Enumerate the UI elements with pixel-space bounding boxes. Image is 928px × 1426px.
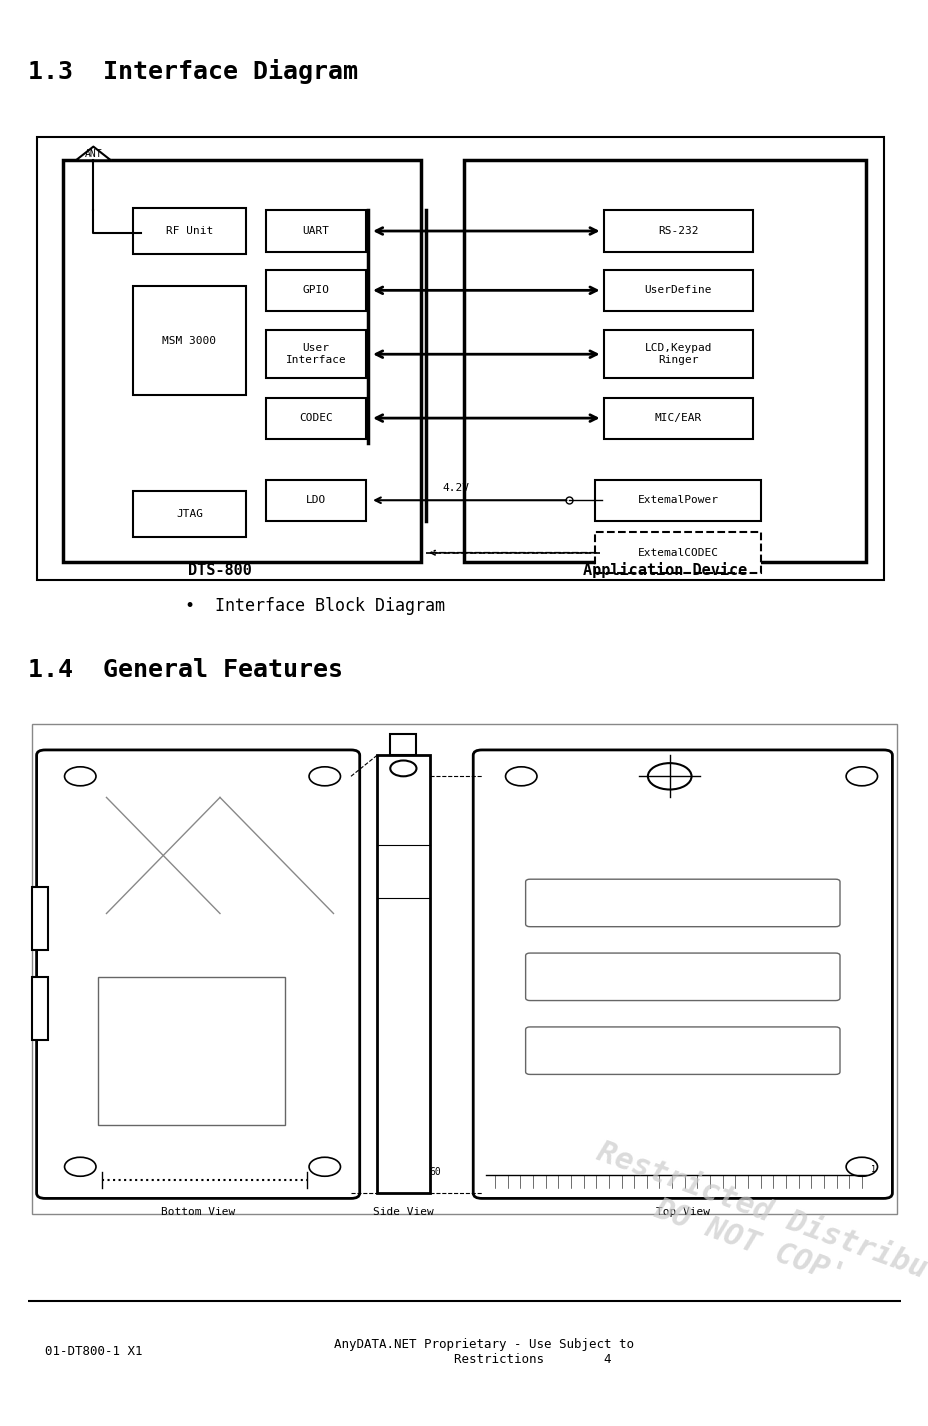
Text: DTS-800: DTS-800	[187, 563, 251, 578]
FancyBboxPatch shape	[32, 977, 48, 1040]
Text: ExtemalCODEC: ExtemalCODEC	[638, 548, 718, 558]
Text: 1.3  Interface Diagram: 1.3 Interface Diagram	[28, 58, 357, 84]
FancyBboxPatch shape	[603, 331, 752, 378]
Text: RS-232: RS-232	[658, 225, 698, 237]
Text: LDO: LDO	[305, 495, 326, 505]
FancyBboxPatch shape	[603, 270, 752, 311]
Text: AnyDATA.NET Proprietary - Use Subject to
                Restrictions        4: AnyDATA.NET Proprietary - Use Subject to…	[333, 1338, 633, 1366]
Text: Bottom View: Bottom View	[161, 1206, 235, 1216]
Text: 01-DT800-1 X1: 01-DT800-1 X1	[45, 1345, 143, 1359]
FancyBboxPatch shape	[265, 398, 366, 439]
Text: LCD,Keypad
Ringer: LCD,Keypad Ringer	[644, 344, 712, 365]
Text: MSM 3000: MSM 3000	[162, 335, 216, 345]
Text: •  Interface Block Diagram: • Interface Block Diagram	[185, 597, 445, 615]
Text: ANT: ANT	[84, 148, 102, 158]
FancyBboxPatch shape	[377, 756, 429, 1194]
Text: 4.2V: 4.2V	[442, 483, 469, 493]
Text: Top View: Top View	[655, 1206, 709, 1216]
FancyBboxPatch shape	[133, 285, 246, 395]
Text: 1: 1	[870, 1165, 874, 1174]
Text: Restricted Distribu
DO NOT COP': Restricted Distribu DO NOT COP'	[581, 1138, 928, 1315]
Text: UserDefine: UserDefine	[644, 285, 712, 295]
FancyBboxPatch shape	[97, 977, 285, 1125]
FancyBboxPatch shape	[32, 887, 48, 950]
FancyBboxPatch shape	[133, 208, 246, 254]
FancyBboxPatch shape	[525, 880, 839, 927]
FancyBboxPatch shape	[390, 734, 416, 756]
FancyBboxPatch shape	[603, 398, 752, 439]
Text: ExtemalPower: ExtemalPower	[638, 495, 718, 505]
FancyBboxPatch shape	[595, 479, 761, 520]
Text: User
Interface: User Interface	[286, 344, 346, 365]
FancyBboxPatch shape	[265, 211, 366, 251]
Text: Application Device: Application Device	[583, 562, 747, 578]
FancyBboxPatch shape	[32, 723, 896, 1215]
Text: RF Unit: RF Unit	[165, 225, 213, 237]
Polygon shape	[76, 147, 110, 160]
Text: GPIO: GPIO	[303, 285, 329, 295]
Text: UART: UART	[303, 225, 329, 237]
FancyBboxPatch shape	[595, 532, 761, 573]
Text: JTAG: JTAG	[175, 509, 202, 519]
FancyBboxPatch shape	[36, 750, 359, 1198]
Text: 1.4  General Features: 1.4 General Features	[28, 659, 342, 682]
FancyBboxPatch shape	[525, 1027, 839, 1074]
Text: CODEC: CODEC	[299, 414, 332, 424]
Text: 60: 60	[429, 1166, 441, 1176]
FancyBboxPatch shape	[63, 160, 420, 562]
FancyBboxPatch shape	[265, 270, 366, 311]
FancyBboxPatch shape	[525, 953, 839, 1001]
Text: MIC/EAR: MIC/EAR	[654, 414, 702, 424]
FancyBboxPatch shape	[36, 137, 883, 580]
FancyBboxPatch shape	[472, 750, 892, 1198]
FancyBboxPatch shape	[133, 491, 246, 536]
FancyBboxPatch shape	[464, 160, 865, 562]
Text: Side View: Side View	[373, 1206, 433, 1216]
FancyBboxPatch shape	[603, 211, 752, 251]
FancyBboxPatch shape	[265, 479, 366, 520]
FancyBboxPatch shape	[265, 331, 366, 378]
